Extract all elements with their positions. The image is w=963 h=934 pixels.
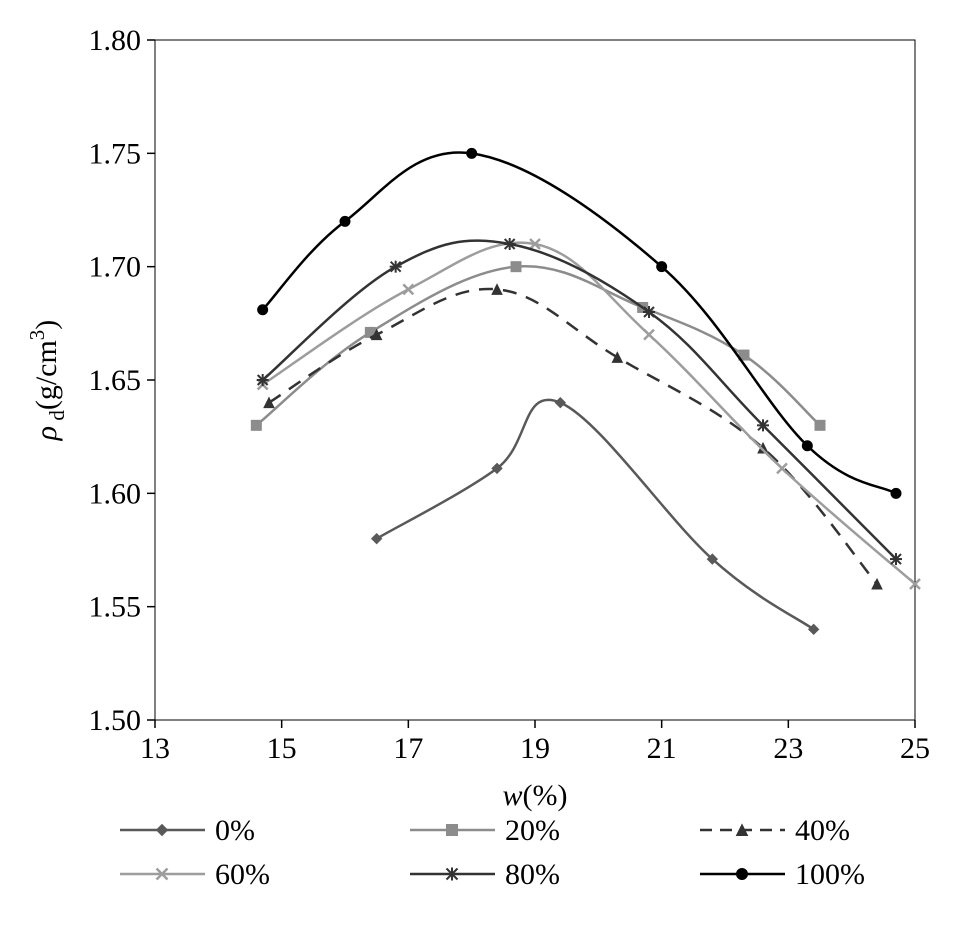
- svg-text:0%: 0%: [215, 814, 255, 847]
- svg-text:25: 25: [900, 732, 930, 765]
- svg-text:60%: 60%: [215, 858, 270, 891]
- svg-text:1.65: 1.65: [89, 364, 142, 397]
- svg-text:1.60: 1.60: [89, 477, 142, 510]
- svg-text:w(%): w(%): [503, 779, 568, 812]
- svg-text:15: 15: [267, 732, 297, 765]
- svg-text:1.80: 1.80: [89, 24, 142, 57]
- svg-text:1.50: 1.50: [89, 704, 142, 737]
- svg-text:20%: 20%: [505, 814, 560, 847]
- svg-text:17: 17: [393, 732, 423, 765]
- svg-text:23: 23: [773, 732, 803, 765]
- svg-text:100%: 100%: [795, 858, 865, 891]
- svg-text:1.75: 1.75: [89, 137, 142, 170]
- svg-text:13: 13: [140, 732, 170, 765]
- svg-text:1.55: 1.55: [89, 591, 142, 624]
- svg-text:1.70: 1.70: [89, 251, 142, 284]
- legend-item-60%: 60%: [120, 858, 270, 891]
- legend-item-80%: 80%: [410, 858, 560, 891]
- svg-text:21: 21: [647, 732, 677, 765]
- legend-item-0%: 0%: [120, 814, 255, 847]
- chart-container: 1.50 1.55 1.60 1.65 1.70 1.75 1.80 13 15 17 19 21 23…: [20, 20, 943, 914]
- svg-text:40%: 40%: [795, 814, 850, 847]
- svg-text:19: 19: [520, 732, 550, 765]
- chart-svg: 1.50 1.55 1.60 1.65 1.70 1.75 1.80 13 15 17 19 21 23…: [20, 20, 943, 914]
- legend-item-40%: 40%: [700, 814, 850, 847]
- svg-text:80%: 80%: [505, 858, 560, 891]
- legend-item-20%: 20%: [410, 814, 560, 847]
- svg-text:ρ d(g/cm3): ρ d(g/cm3): [25, 320, 69, 442]
- legend-item-100%: 100%: [700, 858, 865, 891]
